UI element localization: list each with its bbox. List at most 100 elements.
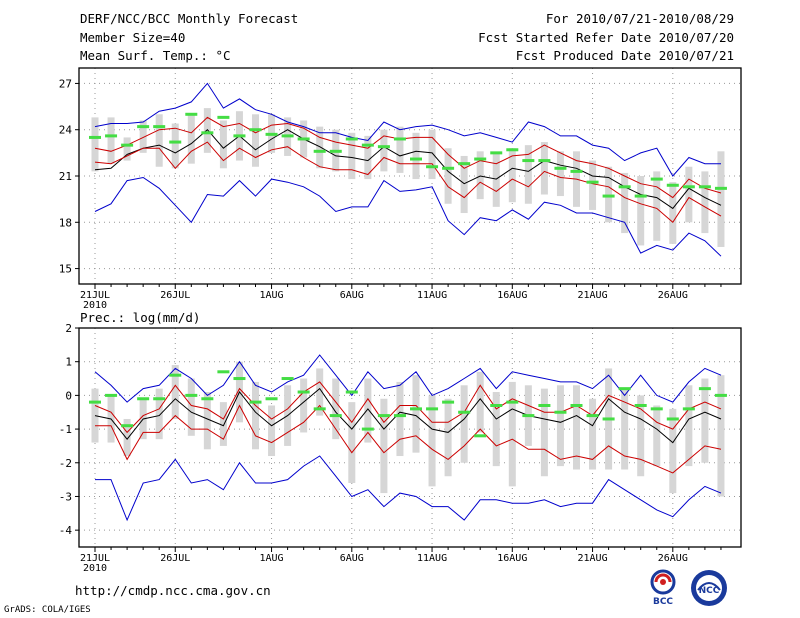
p2-spread-bar <box>653 405 661 467</box>
bcc-logo-text: BCC <box>653 597 673 607</box>
member-size-label: Member Size=40 <box>80 30 186 45</box>
p2-spread-bar <box>621 388 629 470</box>
p1-spread-bar <box>556 151 564 197</box>
p1-obs-mark <box>602 194 615 198</box>
p2-spread-bar <box>364 378 372 443</box>
p1-spread-bar <box>364 135 372 180</box>
p2-xtick-label: 16AUG <box>497 553 527 564</box>
p1-obs-mark <box>666 183 679 187</box>
p1-obs-mark <box>297 137 310 141</box>
p2-spread-bar <box>155 388 163 440</box>
p1-obs-mark <box>281 134 294 138</box>
p1-xtick-label: 1AUG <box>260 290 284 301</box>
p2-obs-mark <box>426 407 439 411</box>
p2-obs-mark <box>650 407 663 411</box>
p2-obs-mark <box>666 417 679 421</box>
p1-spread-bar <box>155 114 163 167</box>
source-url[interactable]: http://cmdp.ncc.cma.gov.cn <box>75 583 271 598</box>
p2-ytick-label: -4 <box>59 524 73 537</box>
p1-obs-mark <box>89 135 101 139</box>
p2-obs-mark <box>586 414 599 418</box>
p1-obs-mark <box>682 185 695 189</box>
p1-obs-mark <box>506 148 519 152</box>
p1-spread-bar <box>187 114 195 164</box>
p2-spread-bar <box>701 378 709 463</box>
p1-obs-mark <box>442 166 455 170</box>
p2-obs-mark <box>698 387 711 391</box>
p1-spread-bar <box>605 166 613 223</box>
p1-line-max <box>94 82 721 177</box>
p2-obs-mark <box>393 414 406 418</box>
p1-xtick-label: 16AUG <box>497 290 527 301</box>
p1-obs-mark <box>345 137 358 141</box>
p1-obs-mark <box>490 151 503 155</box>
p2-obs-mark <box>281 377 294 381</box>
p2-spread-bar <box>637 395 645 477</box>
p2-obs-mark <box>185 393 198 397</box>
p1-obs-mark <box>185 112 198 116</box>
p2-spread-bar <box>396 381 404 457</box>
p1-spread-bar <box>653 171 661 241</box>
p1-obs-mark <box>329 149 342 153</box>
p2-obs-mark <box>233 377 246 381</box>
p1-spread-bar <box>669 182 677 244</box>
p1-spread-bar <box>171 123 179 169</box>
p1-ytick-label: 21 <box>59 170 72 183</box>
p1-obs-mark <box>474 157 487 161</box>
p1-spread-bar <box>460 155 468 214</box>
chart-title: DERF/NCC/BCC Monthly Forecast <box>80 11 299 26</box>
p1-obs-mark <box>313 149 326 153</box>
p1-obs-mark <box>618 185 631 189</box>
p2-spread-bar <box>91 388 99 443</box>
p1-obs-mark <box>714 186 727 190</box>
p2-obs-mark <box>538 403 551 407</box>
p2-ytick-label: 2 <box>65 322 72 335</box>
refer-date: Fcst Started Refer Date 2010/07/20 <box>478 30 734 45</box>
p2-spread-bar <box>589 398 597 470</box>
p2-spread-bar <box>669 408 677 494</box>
p2-obs-mark <box>297 390 310 394</box>
p1-spread-bar <box>428 129 436 180</box>
p1-spread-bar <box>524 145 532 204</box>
p1-spread-bar <box>412 132 420 180</box>
p1-obs-mark <box>249 128 262 132</box>
p2-spread-bar <box>540 388 548 477</box>
p1-spread-bar <box>685 166 693 223</box>
p2-spread-bar <box>492 392 500 467</box>
p2-spread-bar <box>219 402 227 446</box>
p2-spread-bar <box>685 385 693 467</box>
p2-obs-mark <box>329 414 342 418</box>
p2-xtick-label: 21AUG <box>577 553 607 564</box>
p2-line-upper <box>94 381 722 434</box>
p2-spread-bar <box>508 381 516 487</box>
p1-line-upper <box>94 116 722 199</box>
p2-spread-bar <box>717 375 725 497</box>
p1-spread-bar <box>348 132 356 180</box>
p1-obs-mark <box>153 125 166 129</box>
p2-ytick-label: 0 <box>65 389 72 402</box>
p1-obs-mark <box>393 137 406 141</box>
p2-obs-mark <box>121 424 134 428</box>
p1-spread-bar <box>316 126 324 169</box>
p2-obs-mark <box>506 400 519 404</box>
p1-obs-mark <box>377 145 390 149</box>
p1-spread-bar <box>203 108 211 153</box>
p1-obs-mark <box>105 134 118 138</box>
p1-spread-bar <box>380 129 388 172</box>
p1-obs-mark <box>137 125 150 129</box>
p2-obs-mark <box>474 434 487 438</box>
ncc-logo-text: NCC <box>699 586 720 596</box>
p1-xtick-label: 11AUG <box>417 290 447 301</box>
p2-obs-mark <box>137 397 150 401</box>
p2-ytick-label: -1 <box>59 423 72 436</box>
p1-obs-mark <box>522 159 535 163</box>
p1-ytick-label: 15 <box>59 263 72 276</box>
p1-xtick-label: 21JUL <box>80 290 110 301</box>
p2-xtick-label: 26JUL <box>160 553 190 564</box>
p1-spread-bar <box>492 152 500 207</box>
p2-spread-bar <box>380 398 388 494</box>
p2-obs-mark <box>201 397 214 401</box>
p2-obs-mark <box>265 397 278 401</box>
p1-xtick-label: 26JUL <box>160 290 190 301</box>
p2-obs-mark <box>618 387 631 391</box>
